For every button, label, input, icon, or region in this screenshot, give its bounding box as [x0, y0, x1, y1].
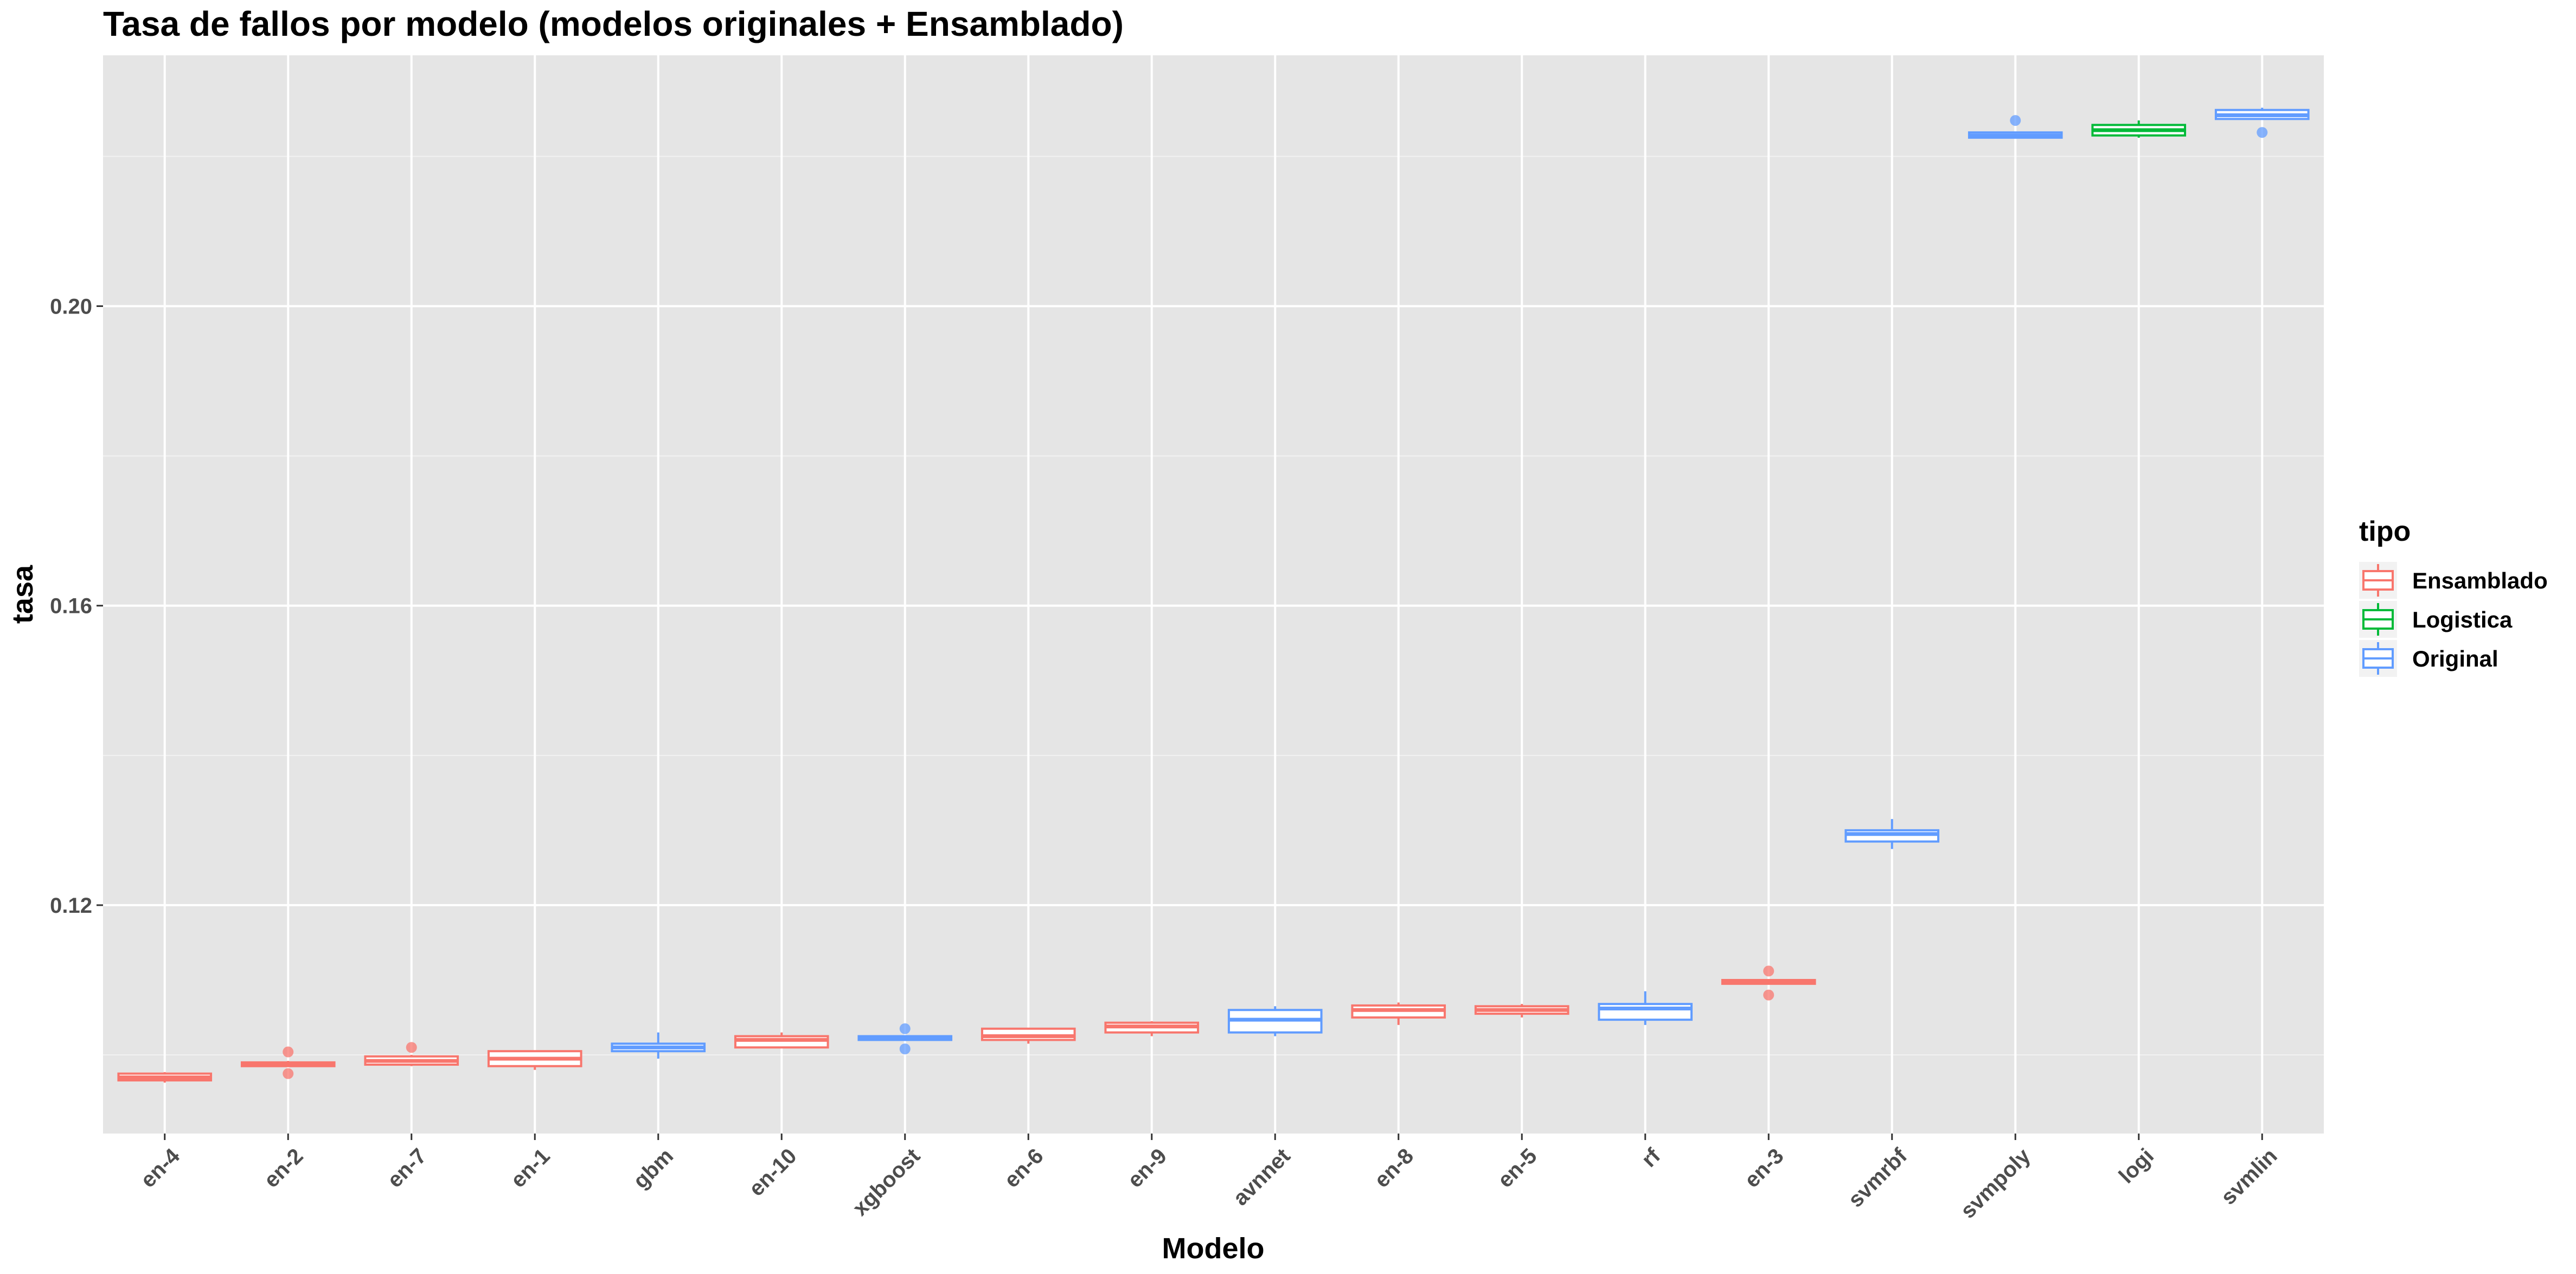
box-en-6 — [981, 1027, 1076, 1044]
outlier-point — [283, 1068, 294, 1079]
box-en-2 — [240, 1046, 336, 1079]
box-svmlin — [2214, 107, 2310, 138]
box-en-7 — [364, 1042, 459, 1066]
x-tick-label: en-3 — [1740, 1144, 1788, 1192]
y-axis-ticks: 0.12 0.16 0.20 — [50, 295, 103, 918]
x-tick-label: logi — [2114, 1144, 2158, 1188]
outlier-point — [899, 1043, 911, 1054]
outlier-point — [899, 1023, 911, 1034]
plot-panel — [103, 55, 2324, 1134]
box-xgboost — [857, 1023, 953, 1054]
legend-item-ensamblado: Ensamblado — [2359, 562, 2548, 599]
box-gbm — [611, 1032, 706, 1059]
legend: tipo Ensamblado Logistica Original — [2359, 516, 2548, 677]
legend-item-logistica: Logistica — [2359, 601, 2513, 638]
x-tick-label: en-5 — [1493, 1144, 1541, 1192]
box-en-3 — [1721, 965, 1816, 1001]
y-axis-title: tasa — [7, 565, 39, 624]
x-tick-label: en-4 — [136, 1144, 185, 1193]
x-tick-label: svmpoly — [1956, 1144, 2035, 1223]
outlier-point — [2010, 115, 2021, 126]
x-tick-label: svmrbf — [1844, 1144, 1912, 1212]
x-tick-label: gbm — [629, 1144, 678, 1193]
box-en-10 — [734, 1032, 829, 1049]
chart-title: Tasa de fallos por modelo (modelos origi… — [103, 4, 1124, 43]
legend-title: tipo — [2359, 516, 2411, 547]
boxplot-boxes — [117, 107, 2310, 1083]
x-tick-label: svmlin — [2216, 1144, 2282, 1209]
x-tick-label: en-2 — [259, 1144, 307, 1192]
outlier-point — [283, 1046, 294, 1058]
outlier-point — [1763, 989, 1774, 1001]
x-tick-label: en-9 — [1123, 1144, 1171, 1192]
x-tick-label: en-1 — [506, 1144, 554, 1192]
outlier-point — [1763, 965, 1774, 977]
box-svmpoly — [1968, 115, 2063, 139]
legend-label: Logistica — [2412, 607, 2513, 632]
x-tick-label: rf — [1637, 1144, 1665, 1172]
box-avnnet — [1227, 1006, 1323, 1036]
x-axis-ticks: en-4 en-2 en-7 en-1 gbm en-10 xgboost en-6 en-9 a… — [136, 1134, 2282, 1223]
minor-gridlines — [103, 156, 2324, 1056]
x-tick-label: xgboost — [848, 1144, 925, 1220]
outlier-point — [2257, 127, 2268, 138]
x-tick-label: en-7 — [383, 1144, 431, 1192]
box-logi — [2091, 120, 2187, 138]
x-axis-title: Modelo — [1162, 1232, 1265, 1265]
x-tick-label: en-8 — [1370, 1144, 1418, 1192]
box-en-1 — [487, 1050, 582, 1070]
outlier-point — [406, 1042, 417, 1053]
legend-label: Ensamblado — [2412, 568, 2548, 593]
y-tick-label: 0.12 — [50, 894, 92, 918]
box-en-5 — [1474, 1004, 1569, 1018]
legend-item-original: Original — [2359, 640, 2498, 677]
box-en-9 — [1104, 1021, 1200, 1036]
y-tick-label: 0.16 — [50, 594, 92, 618]
box-en-8 — [1351, 1002, 1446, 1025]
box-rect — [1598, 1003, 1693, 1021]
major-gridlines — [103, 55, 2324, 1134]
box-rf — [1598, 991, 1693, 1025]
y-tick-label: 0.20 — [50, 295, 92, 318]
legend-label: Original — [2412, 646, 2498, 671]
box-en-4 — [117, 1072, 213, 1083]
x-tick-label: en-10 — [745, 1144, 802, 1201]
box-svmrbf — [1844, 819, 1940, 849]
x-tick-label: avnnet — [1228, 1144, 1295, 1210]
x-tick-label: en-6 — [999, 1144, 1048, 1192]
